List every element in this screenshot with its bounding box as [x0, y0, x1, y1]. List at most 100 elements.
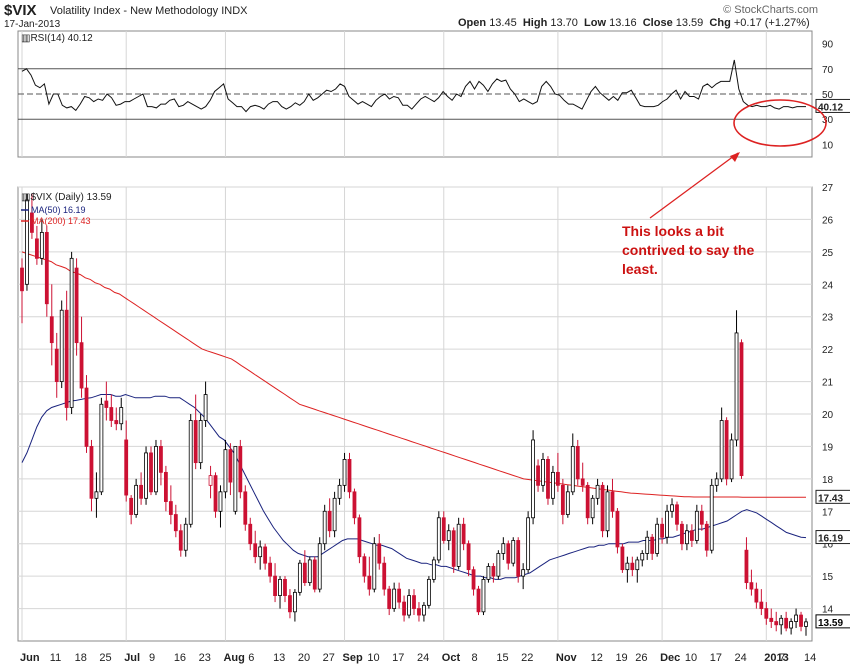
- annotation-line: This looks a bit: [622, 223, 724, 239]
- candle-body: [635, 559, 640, 571]
- x-tick-label: 12: [591, 652, 603, 664]
- candle-body: [407, 595, 411, 616]
- candle-body: [163, 471, 168, 502]
- candle-body: [188, 420, 193, 525]
- candle-body: [600, 484, 605, 532]
- close-value: 13.59: [675, 17, 704, 29]
- candle-body: [570, 446, 575, 493]
- low-value: 13.16: [609, 17, 637, 29]
- candle-body: [526, 517, 531, 571]
- candle-body: [685, 530, 689, 545]
- description-text: Volatility Index - New Methodology: [50, 5, 219, 17]
- x-tick-label: 6: [248, 652, 254, 664]
- candle-body: [456, 523, 461, 567]
- candle-body: [317, 543, 322, 590]
- candle-body: [560, 484, 565, 515]
- high-value: 13.70: [550, 17, 578, 29]
- candle-body: [159, 446, 163, 473]
- x-tick-label: 20: [298, 652, 310, 664]
- open-label: Open: [458, 17, 487, 29]
- high-label: High: [522, 17, 548, 29]
- candle-body: [243, 491, 248, 525]
- price-y-tick-label: 24: [822, 280, 834, 291]
- candle-body: [218, 491, 223, 512]
- candle-body: [293, 591, 297, 613]
- candle-body: [119, 407, 124, 425]
- candle-body: [49, 316, 54, 344]
- candle-body: [208, 475, 213, 486]
- candle-body: [471, 569, 476, 590]
- candle-body: [54, 348, 59, 382]
- candle-body: [799, 614, 803, 627]
- candle-body: [486, 566, 491, 580]
- candle-body: [804, 621, 808, 627]
- candle-body: [511, 540, 516, 564]
- candle-body: [223, 449, 228, 493]
- candle-body: [714, 478, 719, 486]
- x-tick-label: 8: [472, 652, 478, 664]
- candle-body: [89, 446, 94, 499]
- candle-body: [734, 332, 739, 441]
- copyright-text: © StockCharts.com: [723, 4, 818, 16]
- candle-body: [575, 446, 580, 480]
- rsi-y-tick-label: 10: [822, 140, 834, 151]
- ma50-legend: MA(50) 16.19: [31, 205, 86, 215]
- candle-body: [694, 510, 699, 541]
- x-tick-label: 22: [521, 652, 533, 664]
- candle-body: [307, 559, 312, 584]
- candle-body: [327, 510, 332, 532]
- x-tick-label: 24: [735, 652, 747, 664]
- candle-body: [739, 342, 744, 477]
- candle-body: [476, 588, 481, 613]
- candle-body: [431, 559, 436, 580]
- price-y-tick-label: 15: [822, 572, 834, 583]
- x-tick-label: 19: [615, 652, 627, 664]
- candle-body: [754, 588, 759, 603]
- candle-body: [759, 601, 764, 609]
- candle-body: [675, 504, 679, 525]
- candle-body: [183, 523, 188, 551]
- candle-body: [238, 446, 243, 493]
- candle-body: [784, 617, 789, 629]
- x-tick-label: 17: [392, 652, 404, 664]
- candle-body: [312, 559, 317, 590]
- chart-date: 17-Jan-2013: [4, 19, 61, 30]
- candle-body: [322, 510, 327, 545]
- symbol-title: $VIX: [4, 2, 37, 19]
- close-last-value-box: [815, 614, 850, 629]
- candle-body: [377, 543, 382, 564]
- candle-body: [297, 562, 302, 593]
- candle-body: [283, 578, 287, 597]
- candle-body: [546, 458, 550, 499]
- candle-body: [640, 553, 645, 561]
- x-tick-label: 17: [710, 652, 722, 664]
- price-y-tick-label: 27: [822, 183, 834, 194]
- x-tick-label: 9: [149, 652, 155, 664]
- candle-body: [655, 523, 660, 554]
- x-tick-label: 15: [496, 652, 508, 664]
- candle-body: [258, 546, 263, 558]
- annotation-arrow-line: [649, 152, 739, 219]
- candle-body: [104, 400, 109, 408]
- candle-body: [30, 212, 34, 233]
- candle-body: [69, 257, 74, 408]
- candle-body: [719, 420, 724, 480]
- candle-body: [372, 543, 377, 590]
- x-tick-label: 10: [685, 652, 697, 664]
- candle-body: [555, 471, 560, 486]
- candle-body: [347, 458, 352, 493]
- candle-body: [198, 420, 203, 464]
- close-last-value: 13.59: [818, 618, 843, 629]
- candle-body: [59, 309, 64, 382]
- candle-body: [531, 439, 535, 519]
- candle-body: [580, 478, 585, 486]
- candle-body: [610, 491, 615, 512]
- candle-body: [426, 578, 431, 606]
- candle-body: [605, 491, 610, 532]
- candle-body: [332, 497, 337, 532]
- candle-body: [178, 530, 183, 551]
- ma50-last-value-box: [815, 530, 850, 545]
- candle-body: [268, 562, 273, 577]
- low-label: Low: [584, 17, 607, 29]
- candle-body: [541, 458, 545, 486]
